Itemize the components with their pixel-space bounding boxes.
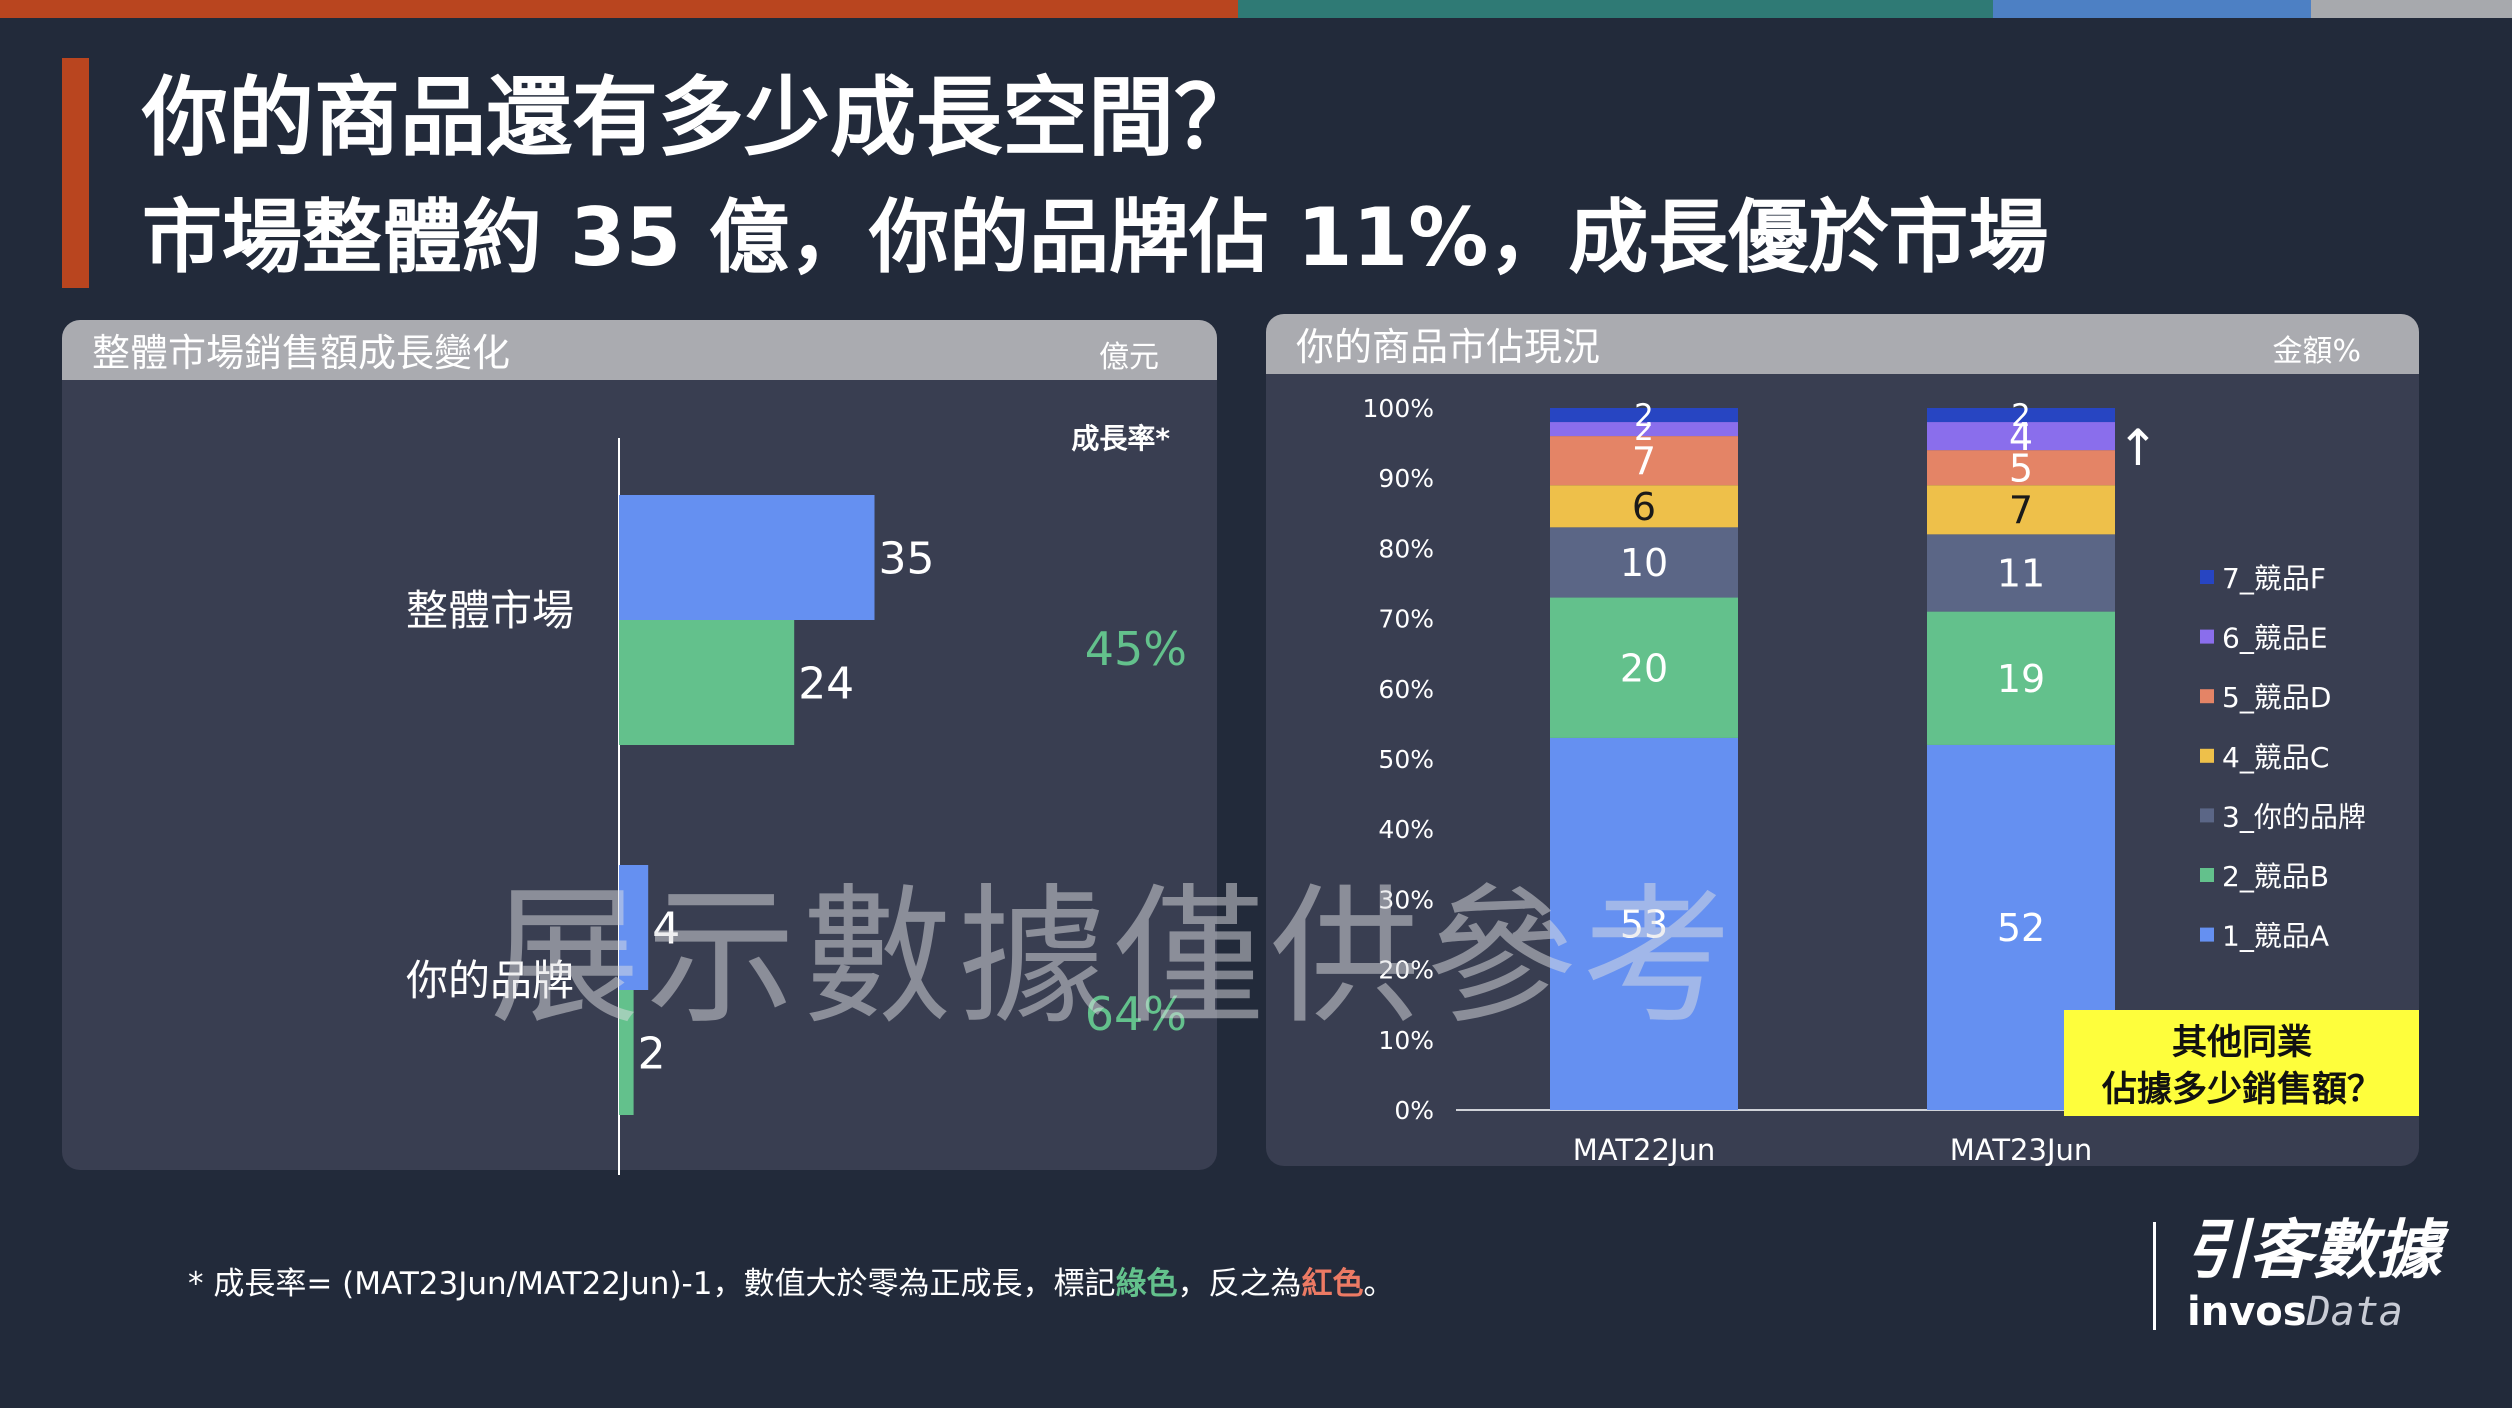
segment-value-label: 7 bbox=[1632, 439, 1656, 483]
bar-value-label: 4 bbox=[652, 904, 680, 955]
left-panel-header: 整體市場銷售額成長變化 億元 bbox=[62, 320, 1217, 380]
segment-value-label: 53 bbox=[1620, 903, 1668, 947]
segment-value-label: 11 bbox=[1997, 552, 2045, 596]
logo-chinese: 引客數據 bbox=[2185, 1214, 2441, 1288]
legend-label: 5_競品D bbox=[2222, 681, 2331, 714]
y-tick-label: 30% bbox=[1378, 885, 1434, 914]
legend-label: 3_你的品牌 bbox=[2222, 800, 2366, 833]
y-tick-label: 90% bbox=[1378, 464, 1434, 493]
segment-value-label: 19 bbox=[1997, 657, 2045, 701]
stack-segment bbox=[1927, 450, 2115, 486]
stack-segment bbox=[1927, 534, 2115, 612]
top-stripe-3 bbox=[1993, 0, 2311, 18]
footnote-red-word: 紅色 bbox=[1301, 1266, 1364, 1302]
right-panel-header: 你的商品市佔現況 金額% bbox=[1266, 314, 2419, 374]
stack-segment bbox=[1927, 611, 2115, 745]
stack-segment bbox=[1550, 597, 1738, 738]
legend-label: 6_競品E bbox=[2222, 622, 2328, 655]
category-label: 整體市場 bbox=[406, 586, 574, 635]
bar-value-label: 35 bbox=[879, 534, 935, 585]
y-tick-label: 10% bbox=[1378, 1026, 1434, 1055]
left-panel: 整體市場銷售額成長變化 億元 bbox=[62, 320, 1217, 1170]
stacked-share-chart: 0% 10% 20% 30% 40% 50% 60% 70% 80% 90% 100% 53 20 10 6… bbox=[1363, 394, 2419, 1167]
segment-value-label: 10 bbox=[1620, 541, 1668, 585]
growth-rate-label: 45% bbox=[1085, 622, 1187, 676]
segment-value-label: 7 bbox=[2009, 488, 2033, 532]
legend-label: 1_競品A bbox=[2222, 920, 2329, 953]
y-tick-label: 80% bbox=[1378, 534, 1434, 563]
bar-value-label: 24 bbox=[798, 659, 854, 710]
growth-header: 成長率* bbox=[1071, 422, 1170, 455]
y-tick-label: 70% bbox=[1378, 605, 1434, 634]
y-tick-label: 40% bbox=[1378, 815, 1434, 844]
left-panel-unit: 億元 bbox=[1099, 340, 1159, 375]
legend-swatch bbox=[2200, 808, 2214, 823]
right-panel-title: 你的商品市佔現況 bbox=[1296, 325, 1601, 369]
segment-value-label: 20 bbox=[1620, 646, 1668, 690]
footnote: * 成長率= (MAT23Jun/MAT22Jun)-1，數值大於零為正成長，標… bbox=[188, 1262, 1394, 1306]
callout-line-2: 佔據多少銷售額？ bbox=[2101, 1070, 2382, 1110]
bar bbox=[619, 495, 875, 620]
y-tick-label: 20% bbox=[1378, 956, 1434, 985]
y-tick-label: 50% bbox=[1378, 745, 1434, 774]
x-category-label: MAT22Jun bbox=[1573, 1133, 1716, 1167]
y-tick-label: 0% bbox=[1394, 1096, 1434, 1125]
bar bbox=[619, 865, 649, 990]
logo-english: invosData bbox=[2187, 1288, 2403, 1336]
left-panel-title: 整體市場銷售額成長變化 bbox=[92, 331, 511, 375]
segment-value-label: 5 bbox=[2009, 446, 2033, 490]
slide-subtitle: 市場整體約 35 億，你的品牌佔 11%，成長優於市場 bbox=[142, 191, 2049, 284]
y-tick-label: 60% bbox=[1378, 675, 1434, 704]
stack-segment bbox=[1927, 408, 2115, 423]
stack-segment bbox=[1550, 737, 1738, 1110]
right-panel-unit: 金額% bbox=[2272, 334, 2361, 369]
footnote-prefix: * 成長率= (MAT23Jun/MAT22Jun)-1，數值大於零為正成長，標… bbox=[188, 1266, 1116, 1302]
logo-en-light: Data bbox=[2306, 1289, 2403, 1335]
top-stripe-1 bbox=[0, 0, 1238, 18]
stack-segment bbox=[1927, 485, 2115, 535]
footnote-suffix: 。 bbox=[1363, 1266, 1395, 1302]
footnote-middle: ，反之為 bbox=[1177, 1266, 1302, 1302]
top-stripe-2 bbox=[1238, 0, 1993, 18]
callout-box bbox=[2064, 1010, 2419, 1116]
top-stripe-4 bbox=[2311, 0, 2512, 18]
left-bar-chart: 成長率* 整體市場 35 24 45% 你的品牌 4 2 64% bbox=[406, 422, 1187, 1175]
slide-title: 你的商品還有多少成長空間？ bbox=[142, 68, 1260, 168]
segment-value-label: 52 bbox=[1997, 906, 2045, 950]
legend-label: 4_競品C bbox=[2222, 741, 2329, 774]
callout-line-1: 其他同業 bbox=[2172, 1023, 2312, 1063]
bar bbox=[619, 990, 634, 1115]
stack-segment bbox=[1550, 485, 1738, 528]
logo-en-bold: invos bbox=[2187, 1289, 2307, 1335]
segment-value-label: 2 bbox=[1634, 398, 1654, 434]
stack-segment bbox=[1550, 422, 1738, 437]
logo-divider bbox=[2153, 1222, 2156, 1330]
title-accent-bar bbox=[62, 58, 89, 288]
bar bbox=[619, 620, 795, 745]
legend-swatch bbox=[2200, 748, 2214, 763]
legend-swatch bbox=[2200, 927, 2214, 942]
up-arrow-icon: ↑ bbox=[2117, 419, 2159, 477]
y-tick-label: 100% bbox=[1363, 394, 1434, 423]
segment-value-label: 2 bbox=[2011, 398, 2031, 434]
stack-segment bbox=[1550, 408, 1738, 423]
stack-segment bbox=[1927, 422, 2115, 451]
legend-swatch bbox=[2200, 689, 2214, 704]
segment-value-label: 4 bbox=[2009, 415, 2033, 459]
category-label: 你的品牌 bbox=[406, 956, 574, 1005]
legend-label: 7_競品F bbox=[2222, 562, 2326, 595]
stack-segment bbox=[1550, 527, 1738, 598]
legend-swatch bbox=[2200, 868, 2214, 882]
segment-value-label: 6 bbox=[1632, 485, 1656, 529]
x-category-label: MAT23Jun bbox=[1950, 1133, 2093, 1167]
legend-label: 2_競品B bbox=[2222, 860, 2329, 893]
legend-swatch bbox=[2200, 570, 2214, 584]
stack-segment bbox=[1550, 436, 1738, 486]
legend-swatch bbox=[2200, 629, 2214, 644]
growth-rate-label: 64% bbox=[1085, 987, 1187, 1041]
footnote-green-word: 綠色 bbox=[1115, 1266, 1178, 1302]
bar-value-label: 2 bbox=[638, 1029, 666, 1080]
